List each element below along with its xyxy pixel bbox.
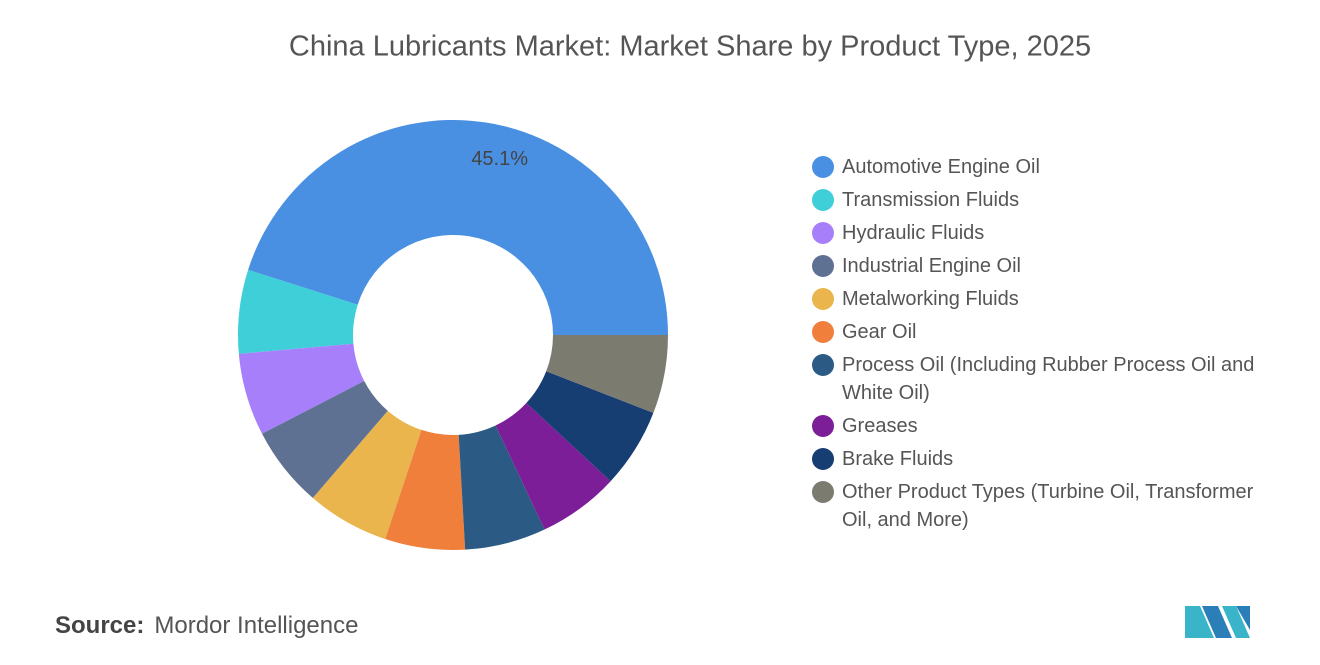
legend-swatch xyxy=(812,415,834,437)
legend-item: Automotive Engine Oil xyxy=(812,153,1262,181)
legend-swatch xyxy=(812,156,834,178)
legend-swatch xyxy=(812,189,834,211)
chart-title: China Lubricants Market: Market Share by… xyxy=(289,31,1091,63)
legend-item: Metalworking Fluids xyxy=(812,285,1262,313)
source-label: Source: xyxy=(55,612,145,639)
logo xyxy=(1185,606,1250,638)
legend-swatch xyxy=(812,255,834,277)
data-label: 45.1% xyxy=(471,148,528,170)
slice xyxy=(526,371,654,482)
legend-label: Brake Fluids xyxy=(842,448,954,470)
slice xyxy=(546,335,668,413)
legend-swatch xyxy=(812,448,834,470)
legend-item: Other Product Types (Turbine Oil, Transf… xyxy=(812,478,1262,534)
legend-label: Process Oil (Including Rubber Process Oi… xyxy=(842,354,1255,404)
legend: Automotive Engine Oil Transmission Fluids… xyxy=(812,153,1262,539)
legend-swatch xyxy=(812,288,834,310)
footer: Source: Mordor Intelligence xyxy=(55,612,358,640)
legend-label: Automotive Engine Oil xyxy=(842,156,1040,178)
slice xyxy=(458,425,545,550)
legend-label: Other Product Types (Turbine Oil, Transf… xyxy=(842,481,1254,531)
legend-label: Greases xyxy=(842,415,918,437)
slice xyxy=(495,402,611,530)
legend-item: Gear Oil xyxy=(812,318,1262,346)
legend-label: Metalworking Fluids xyxy=(842,288,1019,310)
slice xyxy=(262,380,388,499)
legend-swatch xyxy=(812,222,834,244)
slice xyxy=(248,119,668,335)
slice xyxy=(312,410,422,540)
legend-item: Process Oil (Including Rubber Process Oi… xyxy=(812,351,1262,407)
legend-item: Transmission Fluids xyxy=(812,186,1262,214)
slice xyxy=(238,343,365,434)
legend-label: Industrial Engine Oil xyxy=(842,255,1021,277)
legend-item: Hydraulic Fluids xyxy=(812,219,1262,247)
legend-item: Brake Fluids xyxy=(812,445,1262,473)
legend-item: Greases xyxy=(812,412,1262,440)
legend-swatch xyxy=(812,481,834,503)
legend-swatch xyxy=(812,321,834,343)
slice xyxy=(385,429,466,550)
legend-label: Hydraulic Fluids xyxy=(842,222,985,244)
source: Mordor Intelligence xyxy=(154,612,359,639)
legend-swatch xyxy=(812,354,834,376)
legend-item: Industrial Engine Oil xyxy=(812,252,1262,280)
legend-label: Transmission Fluids xyxy=(842,189,1020,211)
legend-label: Gear Oil xyxy=(842,321,917,343)
slice xyxy=(237,269,358,354)
